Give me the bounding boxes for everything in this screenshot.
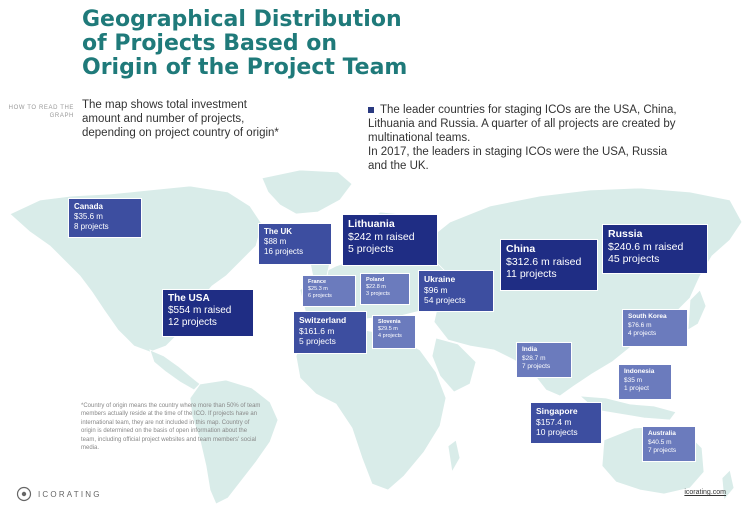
country-projects: 54 projects — [424, 295, 466, 305]
south-america-shape — [189, 379, 279, 505]
leader-summary: The leader countries for staging ICOs ar… — [368, 103, 678, 173]
country-amount: $157.4 m — [536, 416, 572, 427]
country-amount: $312.6 m raised — [506, 255, 582, 268]
country-name: Canada — [74, 202, 103, 211]
country-name: The USA — [168, 293, 210, 304]
country-projects: 45 projects — [608, 253, 660, 265]
country-amount: $22.8 m — [366, 284, 386, 290]
country-box-canada: Canada $35.6 m 8 projects — [68, 198, 142, 238]
country-amount: $40.5 m — [648, 438, 672, 446]
how-to-read-text: The map shows total investment amount an… — [82, 99, 279, 139]
country-box-south-korea: South Korea $76.6 m 4 projects — [622, 309, 688, 347]
how-to-read-label: HOW TO READ THE GRAPH — [8, 105, 74, 119]
country-projects: 5 projects — [348, 243, 394, 255]
country-amount: $25.3 m — [308, 286, 328, 292]
country-name: Ukraine — [424, 274, 456, 284]
country-amount: $28.7 m — [522, 354, 546, 362]
country-box-slovenia: Slovenia $29.5 m 4 projects — [372, 315, 416, 349]
country-box-china: China $312.6 m raised 11 projects — [500, 239, 598, 291]
country-projects: 8 projects — [74, 222, 109, 231]
new-zealand-shape — [721, 469, 735, 501]
country-name: South Korea — [628, 313, 667, 320]
country-projects: 11 projects — [506, 268, 557, 280]
website-link[interactable]: icorating.com — [684, 489, 726, 496]
africa-shape — [295, 329, 447, 491]
country-name: Slovenia — [378, 319, 401, 325]
leader-text-2: In 2017, the leaders in staging ICOs wer… — [368, 146, 668, 172]
country-amount: $96 m — [424, 284, 448, 295]
country-projects: 3 projects — [366, 291, 390, 297]
greenland-shape — [261, 169, 353, 215]
leader-text-1: The leader countries for staging ICOs ar… — [368, 104, 677, 144]
country-projects: 4 projects — [628, 330, 657, 337]
country-amount: $76.6 m — [628, 321, 652, 329]
country-box-russia: Russia $240.6 m raised 45 projects — [602, 224, 708, 274]
indonesia-shape — [578, 395, 677, 421]
country-amount: $35.6 m — [74, 212, 103, 221]
country-box-switzerland: Switzerland $161.6 m 5 projects — [293, 311, 367, 354]
country-projects: 6 projects — [308, 293, 332, 299]
bullet-square-icon — [368, 106, 374, 113]
country-name: Australia — [648, 430, 676, 437]
country-box-uk: The UK $88 m 16 projects — [258, 223, 332, 265]
country-box-france: France $25.3 m 6 projects — [302, 275, 356, 307]
page-title: Geographical Distribution of Projects Ba… — [82, 7, 408, 80]
country-amount: $554 m raised — [168, 305, 232, 316]
country-projects: 12 projects — [168, 317, 217, 328]
country-amount: $242 m raised — [348, 230, 415, 243]
arabia-shape — [431, 337, 477, 393]
country-name: India — [522, 346, 538, 353]
country-amount: $88 m — [264, 237, 287, 246]
country-amount: $161.6 m — [299, 325, 335, 336]
madagascar-shape — [447, 439, 461, 474]
country-projects: 7 projects — [522, 363, 551, 370]
country-box-ukraine: Ukraine $96 m 54 projects — [418, 270, 494, 312]
country-amount: $35 m — [624, 376, 643, 384]
logo-text: ICORATING — [38, 489, 102, 499]
icorating-logo: ICORATING — [16, 486, 102, 502]
country-name: Poland — [366, 277, 385, 283]
country-amount: $29.5 m — [378, 326, 398, 332]
country-projects: 7 projects — [648, 447, 677, 454]
country-projects: 10 projects — [536, 427, 578, 437]
country-box-australia: Australia $40.5 m 7 projects — [642, 426, 696, 462]
country-box-lithuania: Lithuania $242 m raised 5 projects — [342, 214, 438, 266]
country-box-usa: The USA $554 m raised 12 projects — [162, 289, 254, 337]
footnote: *Country of origin means the country whe… — [81, 403, 261, 452]
country-box-singapore: Singapore $157.4 m 10 projects — [530, 402, 602, 444]
country-name: The UK — [264, 227, 292, 236]
country-box-india: India $28.7 m 7 projects — [516, 342, 572, 378]
country-name: Singapore — [536, 406, 578, 416]
country-projects: 16 projects — [264, 247, 304, 256]
country-name: Switzerland — [299, 315, 347, 325]
logo-mark-icon — [16, 486, 32, 502]
country-name: Indonesia — [624, 368, 655, 375]
country-box-indonesia: Indonesia $35 m 1 project — [618, 364, 672, 400]
country-projects: 5 projects — [299, 336, 336, 346]
japan-shape — [687, 289, 707, 331]
country-name: France — [308, 279, 327, 285]
country-name: China — [506, 243, 536, 255]
country-box-poland: Poland $22.8 m 3 projects — [360, 273, 410, 305]
central-america-shape — [149, 349, 201, 391]
country-projects: 1 project — [624, 385, 649, 392]
country-name: Russia — [608, 228, 643, 240]
country-amount: $240.6 m raised — [608, 240, 684, 253]
country-projects: 4 projects — [378, 333, 402, 339]
country-name: Lithuania — [348, 218, 395, 230]
